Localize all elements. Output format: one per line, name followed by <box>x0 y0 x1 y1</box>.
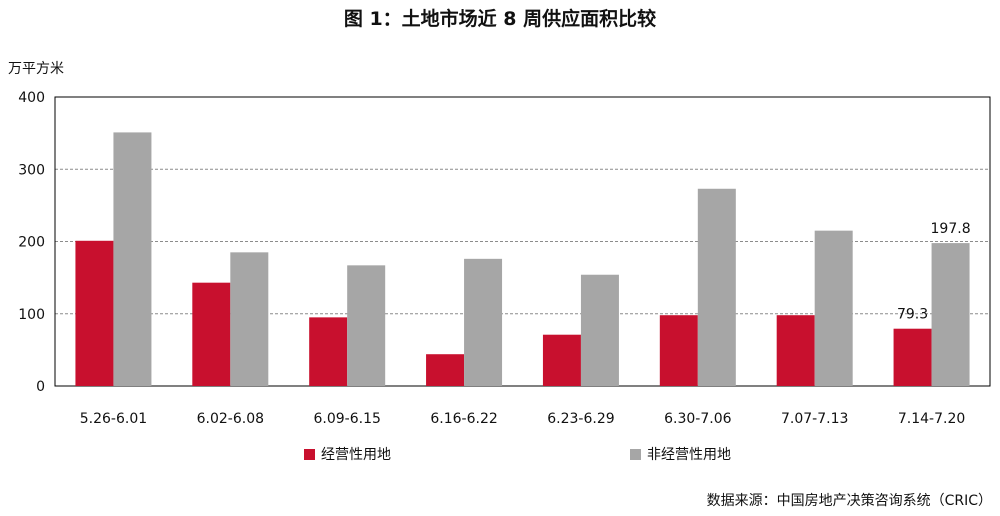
bar-commercial <box>309 317 348 386</box>
y-axis-unit-label: 万平方米 <box>8 61 64 77</box>
y-tick-label: 100 <box>18 307 45 323</box>
bar-commercial <box>426 354 465 386</box>
legend-swatch-noncommercial <box>630 448 641 460</box>
x-tick-label: 7.07-7.13 <box>781 411 848 427</box>
x-tick-label: 6.16-6.22 <box>430 411 497 427</box>
data-source-note: 数据来源：中国房地产决策咨询系统（CRIC） <box>706 493 992 509</box>
data-label: 79.3 <box>897 307 928 323</box>
x-tick-label: 6.09-6.15 <box>313 411 380 427</box>
bar-noncommercial <box>931 243 970 386</box>
legend-item-commercial: 经营性用地 <box>304 444 391 464</box>
x-tick-label: 7.14-7.20 <box>898 411 965 427</box>
bar-noncommercial <box>814 230 853 386</box>
bar-noncommercial <box>697 188 736 386</box>
chart-title: 图 1：土地市场近 8 周供应面积比较 <box>343 8 657 30</box>
y-tick-label: 400 <box>18 90 45 106</box>
bar-noncommercial <box>580 274 619 386</box>
x-tick-label: 6.02-6.08 <box>197 411 264 427</box>
bar-noncommercial <box>230 252 269 386</box>
plot-area-frame <box>54 96 991 387</box>
y-tick-label: 300 <box>18 162 45 178</box>
legend-label-noncommercial: 非经营性用地 <box>647 447 731 463</box>
y-tick-label: 200 <box>18 235 45 251</box>
bar-commercial <box>542 334 581 386</box>
bar-commercial <box>75 240 114 386</box>
legend: 经营性用地 非经营性用地 <box>0 444 1000 464</box>
data-label: 197.8 <box>931 221 971 237</box>
bar-commercial <box>893 328 932 386</box>
y-tick-label: 0 <box>36 379 45 395</box>
bar-commercial <box>192 282 231 386</box>
bar-noncommercial <box>113 132 152 386</box>
legend-swatch-commercial <box>304 448 315 460</box>
bar-commercial <box>776 315 815 386</box>
x-tick-label: 6.23-6.29 <box>547 411 614 427</box>
x-tick-label: 6.30-7.06 <box>664 411 731 427</box>
bar-commercial <box>659 315 698 386</box>
legend-item-noncommercial: 非经营性用地 <box>630 444 731 464</box>
bar-noncommercial <box>347 265 386 386</box>
x-tick-label: 5.26-6.01 <box>80 411 147 427</box>
bar-chart: 0 100 200 300 400 5.26-6.01 6.02-6.08 6.09-6.15… <box>18 90 991 427</box>
bar-noncommercial <box>464 258 503 386</box>
legend-label-commercial: 经营性用地 <box>321 447 391 463</box>
